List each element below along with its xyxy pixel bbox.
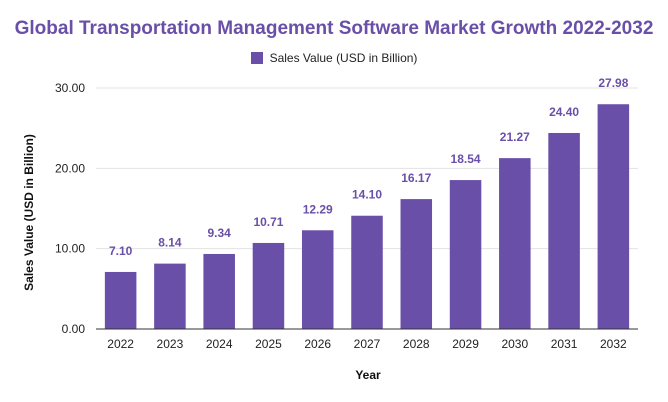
bar [104, 271, 137, 329]
data-label: 14.10 [352, 188, 382, 202]
bar [203, 253, 235, 329]
x-tick-label: 2028 [403, 337, 430, 351]
x-tick-label: 2029 [452, 337, 479, 351]
y-tick-label: 20.00 [55, 161, 85, 175]
legend-swatch [250, 52, 263, 64]
x-tick-label: 2025 [255, 337, 282, 351]
data-label: 27.98 [598, 76, 628, 90]
data-label: 16.17 [401, 171, 431, 185]
bar [301, 230, 334, 329]
chart-title: Global Transportation Management Softwar… [14, 18, 654, 39]
x-tick-label: 2030 [501, 337, 528, 351]
bar [154, 263, 186, 329]
legend-label: Sales Value (USD in Billion) [269, 51, 418, 65]
bar [548, 132, 580, 329]
data-label: 9.34 [208, 226, 232, 240]
data-label: 24.40 [549, 105, 579, 119]
y-tick-label: 30.00 [55, 81, 85, 95]
data-label: 8.14 [158, 236, 182, 250]
y-tick-label: 10.00 [55, 242, 85, 256]
bar [597, 104, 630, 330]
x-tick-label: 2027 [354, 337, 381, 351]
data-label: 12.29 [303, 202, 333, 216]
legend[interactable]: Sales Value (USD in Billion) [0, 51, 668, 65]
data-label: 21.27 [500, 130, 530, 144]
bar [449, 180, 482, 329]
x-tick-label: 2026 [304, 337, 331, 351]
bar [400, 199, 433, 329]
x-tick-label: 2022 [107, 337, 134, 351]
y-tick-label: 0.00 [62, 322, 86, 336]
y-axis-title: Sales Value (USD in Billion) [22, 134, 36, 291]
bar [252, 242, 285, 329]
data-label: 10.71 [253, 215, 283, 229]
x-tick-label: 2032 [600, 337, 627, 351]
data-label: 18.54 [451, 152, 481, 166]
x-axis-title: Year [355, 368, 381, 382]
x-tick-label: 2024 [206, 337, 233, 351]
bar [351, 215, 383, 329]
x-tick-label: 2023 [157, 337, 184, 351]
bar [499, 158, 531, 329]
data-label: 7.10 [109, 244, 133, 258]
x-tick-label: 2031 [551, 337, 578, 351]
